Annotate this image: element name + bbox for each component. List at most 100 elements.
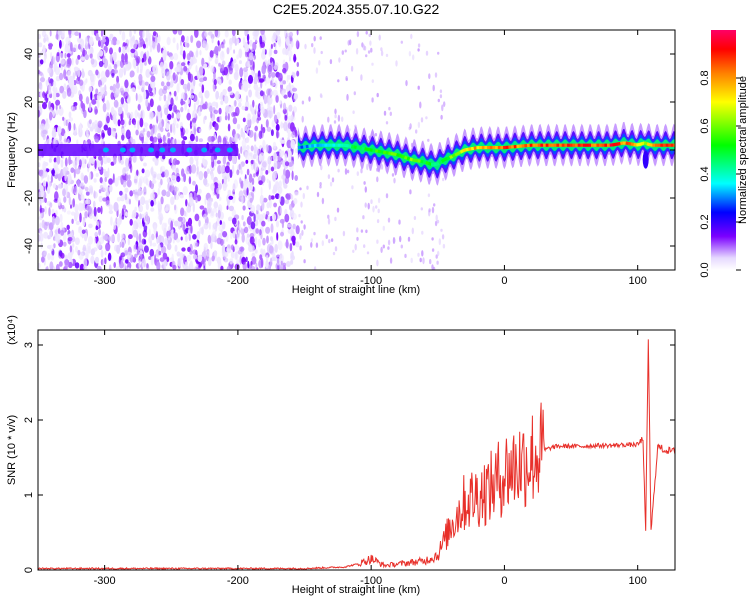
noise-speck [189, 133, 195, 142]
noise-speck [419, 101, 422, 109]
noise-speck [428, 73, 431, 80]
noise-speck [256, 267, 259, 270]
noise-speck [161, 189, 167, 197]
noise-speck [431, 206, 435, 214]
ridge-segment [446, 156, 451, 161]
noise-speck [39, 59, 44, 65]
noise-speck [193, 58, 198, 64]
noise-speck [139, 117, 144, 128]
noise-speck [81, 229, 86, 235]
noise-speck [199, 49, 202, 56]
noise-speck [325, 234, 328, 239]
noise-speck [425, 116, 428, 120]
noise-speck [102, 102, 107, 113]
noise-speck [260, 30, 265, 35]
noise-speck [55, 109, 59, 116]
noise-speck [79, 212, 82, 223]
noise-speck [123, 102, 128, 112]
noise-speck [38, 182, 42, 187]
noise-speck [187, 217, 193, 227]
noise-speck [135, 244, 139, 250]
noise-speck [291, 131, 296, 139]
noise-speck [376, 92, 379, 98]
noise-speck [223, 39, 226, 45]
noise-speck [232, 217, 237, 225]
noise-speck [269, 245, 274, 254]
noise-speck [96, 265, 102, 270]
noise-speck [266, 235, 269, 244]
noise-speck [246, 233, 250, 238]
noise-speck [44, 122, 50, 130]
noise-speck [313, 47, 316, 54]
noise-speck [250, 183, 253, 191]
noise-speck [428, 208, 431, 213]
noise-speck [273, 184, 278, 194]
noise-speck [49, 30, 52, 37]
noise-speck [194, 30, 199, 38]
noise-speck [103, 124, 109, 131]
noise-speck [113, 99, 119, 108]
noise-speck [164, 107, 169, 115]
noise-speck [176, 63, 182, 73]
noise-speck [267, 95, 271, 105]
noise-speck [267, 65, 273, 75]
noise-speck [134, 253, 138, 258]
noise-speck [160, 178, 163, 186]
noise-speck [143, 212, 147, 223]
noise-speck [84, 54, 89, 61]
noise-speck [79, 159, 82, 168]
noise-speck [139, 213, 142, 220]
noise-speck [265, 254, 269, 262]
ridge-segment [457, 150, 462, 156]
noise-speck [209, 121, 212, 130]
noise-speck [228, 79, 232, 85]
noise-speck [247, 74, 254, 84]
noise-speck [306, 185, 309, 190]
noise-speck [60, 229, 65, 236]
bottom-panel: -300 -200 -100 0 100 0 1 2 3 Height of straight… [6, 315, 676, 596]
noise-speck [59, 85, 65, 94]
noise-speck [196, 70, 200, 80]
noise-speck [153, 173, 157, 179]
noise-speck [370, 47, 373, 53]
noise-speck [222, 155, 227, 165]
noise-speck [246, 216, 252, 225]
noise-speck [218, 78, 222, 86]
noise-speck [342, 230, 346, 237]
noise-speck [77, 249, 81, 256]
noise-speck [63, 207, 67, 213]
noise-speck [95, 33, 99, 41]
noise-speck [80, 100, 84, 109]
noise-speck [136, 249, 140, 256]
noise-speck [141, 57, 145, 63]
noise-speck [140, 110, 143, 119]
noise-speck [166, 71, 171, 81]
noise-speck [178, 190, 181, 197]
noise-speck [102, 197, 107, 202]
noise-speck [75, 58, 79, 65]
noise-speck [422, 257, 425, 265]
ridge-segment [449, 154, 454, 160]
ridge-segment [443, 157, 448, 162]
noise-speck [228, 195, 234, 200]
ridge-segment [470, 146, 475, 151]
bottom-x-ticks: -300 -200 -100 0 100 [94, 330, 647, 587]
noise-speck [245, 256, 248, 262]
noise-speck [227, 113, 230, 121]
noise-speck [405, 80, 408, 87]
noise-speck [170, 220, 174, 231]
noise-speck [76, 155, 80, 166]
noise-speck [65, 187, 68, 198]
noise-speck [132, 39, 137, 50]
noise-speck [186, 53, 191, 61]
noise-speck [367, 202, 370, 210]
noise-speck [266, 178, 269, 183]
noise-speck [189, 156, 194, 165]
noise-speck [161, 68, 166, 77]
noise-speck [334, 246, 338, 252]
noise-speck [120, 97, 125, 105]
noise-speck [253, 146, 259, 156]
noise-speck [109, 184, 113, 193]
noise-speck [182, 186, 188, 196]
